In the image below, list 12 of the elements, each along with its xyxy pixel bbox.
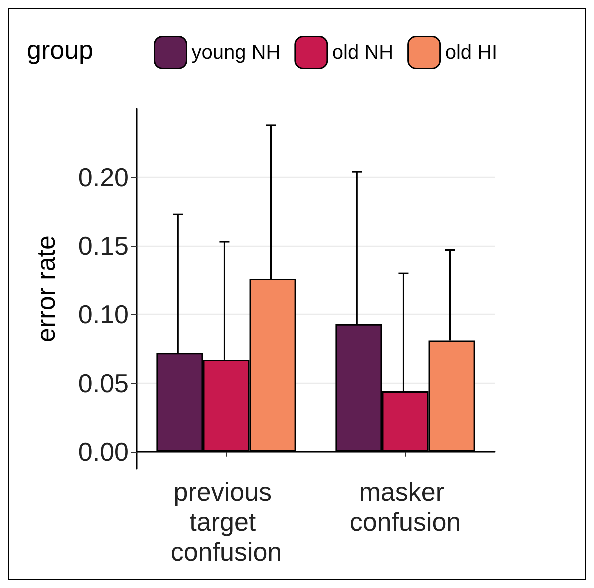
y-tick-label: 0.10 <box>78 300 129 330</box>
y-tick-label: 0.00 <box>78 436 129 467</box>
legend-label: old NH <box>332 42 394 64</box>
y-tick-label: 0.15 <box>78 231 129 262</box>
y-tick-label: 0.20 <box>78 162 129 193</box>
legend-title: group <box>27 35 94 65</box>
legend-label: young NH <box>192 42 281 64</box>
y-axis-title: error rate <box>31 236 61 342</box>
legend-label: old HI <box>445 42 498 64</box>
y-tick-label: 0.05 <box>78 368 129 398</box>
x-tick-label: previous target confusion <box>170 477 282 567</box>
x-tick-label: masker confusion <box>350 477 462 537</box>
